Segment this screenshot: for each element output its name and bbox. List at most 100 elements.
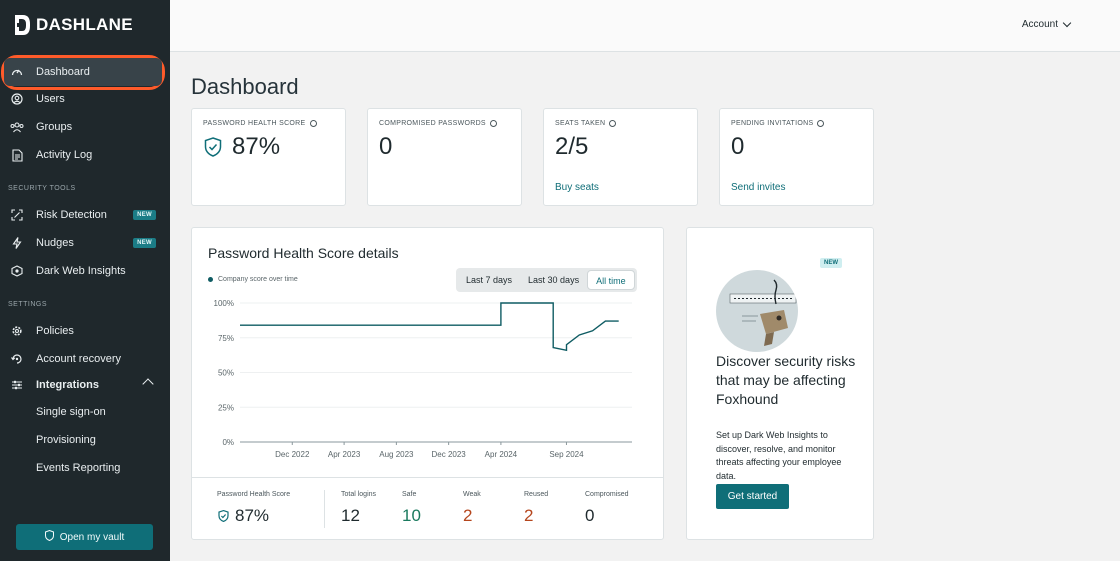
sidebar-item-groups[interactable]: Groups xyxy=(0,113,170,141)
health-details-card: Password Health Score details Company sc… xyxy=(191,227,664,540)
summary-score-value: 87% xyxy=(235,506,270,525)
page-title: Dashboard xyxy=(191,74,299,99)
stat-card-health-score: PASSWORD HEALTH SCORE 87% xyxy=(191,108,346,206)
section-settings: SETTINGS xyxy=(8,301,48,308)
health-summary: Password Health Score 87% Total logins 1… xyxy=(192,477,663,540)
y-tick-label: 75% xyxy=(218,334,234,343)
info-icon[interactable] xyxy=(489,120,497,127)
sidebar-item-users[interactable]: Users xyxy=(0,85,170,113)
stat-label-text: SEATS TAKEN xyxy=(555,120,606,127)
info-icon[interactable] xyxy=(609,120,617,127)
dashboard-highlight-ring xyxy=(1,55,165,90)
chart-title: Password Health Score details xyxy=(208,245,399,261)
summary-total-value: 12 xyxy=(341,506,360,525)
stat-value: 0 xyxy=(379,133,393,160)
x-tick-label: Aug 2023 xyxy=(379,450,414,459)
stat-label-text: PASSWORD HEALTH SCORE xyxy=(203,120,306,127)
sidebar-item-label: Account recovery xyxy=(36,353,121,365)
y-tick-label: 50% xyxy=(218,369,234,378)
shield-icon xyxy=(44,529,54,544)
sidebar-subitem-events-reporting[interactable]: Events Reporting xyxy=(36,462,121,474)
dashlane-logo[interactable]: DASHLANE xyxy=(14,12,133,38)
legend-label: Company score over time xyxy=(218,276,298,283)
sidebar-item-label: Dark Web Insights xyxy=(36,265,126,277)
series-line xyxy=(240,302,619,352)
promo-description: Set up Dark Web Insights to discover, re… xyxy=(716,430,842,481)
range-7-days[interactable]: Last 7 days xyxy=(466,275,513,285)
recovery-icon xyxy=(10,352,24,366)
x-tick-label: Dec 2023 xyxy=(432,450,467,459)
sidebar: DASHLANE Dashboard Users Groups Activity… xyxy=(0,0,170,561)
risk-icon xyxy=(10,208,24,222)
new-badge: NEW xyxy=(820,258,842,268)
account-menu[interactable]: Account xyxy=(1021,18,1072,30)
new-badge: NEW xyxy=(133,210,156,220)
sidebar-item-dark-web-insights[interactable]: Dark Web Insights xyxy=(0,257,170,285)
summary-weak-label: Weak xyxy=(463,491,481,498)
sidebar-item-label: Policies xyxy=(36,325,74,337)
summary-divider xyxy=(324,490,325,528)
sidebar-item-label: Integrations xyxy=(36,379,99,391)
log-icon xyxy=(10,148,24,162)
stat-card-pending-invitations: PENDING INVITATIONS 0 Send invites xyxy=(719,108,874,206)
range-selector: Last 7 days Last 30 days All time xyxy=(456,268,637,292)
range-30-days[interactable]: Last 30 days xyxy=(528,275,580,285)
promo-title: Discover security risks that may be affe… xyxy=(716,353,856,407)
sidebar-item-risk-detection[interactable]: Risk Detection NEW xyxy=(0,201,170,229)
new-badge: NEW xyxy=(133,238,156,248)
dashlane-logo-icon xyxy=(14,13,32,37)
sidebar-item-dashboard[interactable]: Dashboard xyxy=(4,58,162,86)
summary-weak-value: 2 xyxy=(463,506,473,525)
summary-compromised-value: 0 xyxy=(585,506,595,525)
buy-seats-link[interactable]: Buy seats xyxy=(555,182,599,193)
range-all-time[interactable]: All time xyxy=(587,270,635,290)
x-tick-label: Sep 2024 xyxy=(549,450,584,459)
sidebar-subitem-single-sign-on[interactable]: Single sign-on xyxy=(36,406,106,418)
sidebar-item-nudges[interactable]: Nudges NEW xyxy=(0,229,170,257)
get-started-button[interactable]: Get started xyxy=(716,484,789,509)
dark-web-promo-card: NEW Discover security risks that may be … xyxy=(686,227,874,540)
gauge-icon xyxy=(10,65,24,79)
sidebar-item-label: Nudges xyxy=(36,237,74,249)
bolt-icon xyxy=(10,236,24,250)
sidebar-item-integrations[interactable]: Integrations xyxy=(0,371,170,399)
stat-value: 2/5 xyxy=(555,133,589,160)
stat-label: COMPROMISED PASSWORDS xyxy=(379,120,497,127)
top-bar: Account xyxy=(170,0,1120,52)
y-tick-label: 25% xyxy=(218,403,234,412)
brand-name: DASHLANE xyxy=(36,15,133,34)
summary-reused-label: Reused xyxy=(524,491,549,498)
stat-card-compromised: COMPROMISED PASSWORDS 0 xyxy=(367,108,522,206)
chart-legend: Company score over time xyxy=(208,276,298,283)
stat-label: PASSWORD HEALTH SCORE xyxy=(203,120,317,127)
y-tick-label: 0% xyxy=(222,438,234,447)
stat-label-text: PENDING INVITATIONS xyxy=(731,120,814,127)
dark-web-illustration xyxy=(716,270,798,352)
summary-total-label: Total logins xyxy=(341,491,377,498)
info-icon[interactable] xyxy=(817,120,825,127)
shield-check-icon xyxy=(218,509,229,527)
sidebar-item-label: Users xyxy=(36,93,65,105)
sidebar-item-label: Groups xyxy=(36,121,73,133)
sidebar-item-account-recovery[interactable]: Account recovery xyxy=(0,345,170,373)
summary-safe-label: Safe xyxy=(402,491,417,498)
chevron-down-icon xyxy=(1062,18,1072,28)
sidebar-item-policies[interactable]: Policies xyxy=(0,317,170,345)
account-label: Account xyxy=(1021,19,1058,30)
summary-score-label: Password Health Score xyxy=(217,491,291,498)
open-vault-label: Open my vault xyxy=(59,531,125,543)
legend-dot xyxy=(208,277,213,282)
sidebar-item-activity-log[interactable]: Activity Log xyxy=(0,141,170,169)
summary-safe-value: 10 xyxy=(402,506,421,525)
summary-reused-value: 2 xyxy=(524,506,534,525)
open-vault-button[interactable]: Open my vault xyxy=(16,524,153,550)
x-tick-label: Apr 2024 xyxy=(485,450,518,459)
section-security-tools: SECURITY TOOLS xyxy=(8,185,76,192)
chevron-up-icon[interactable] xyxy=(142,378,154,390)
stat-value: 87% xyxy=(232,133,281,160)
info-icon[interactable] xyxy=(309,120,317,127)
sidebar-subitem-provisioning[interactable]: Provisioning xyxy=(36,434,96,446)
send-invites-link[interactable]: Send invites xyxy=(731,182,786,193)
policy-gear-icon xyxy=(10,324,24,338)
y-tick-label: 100% xyxy=(214,299,234,308)
